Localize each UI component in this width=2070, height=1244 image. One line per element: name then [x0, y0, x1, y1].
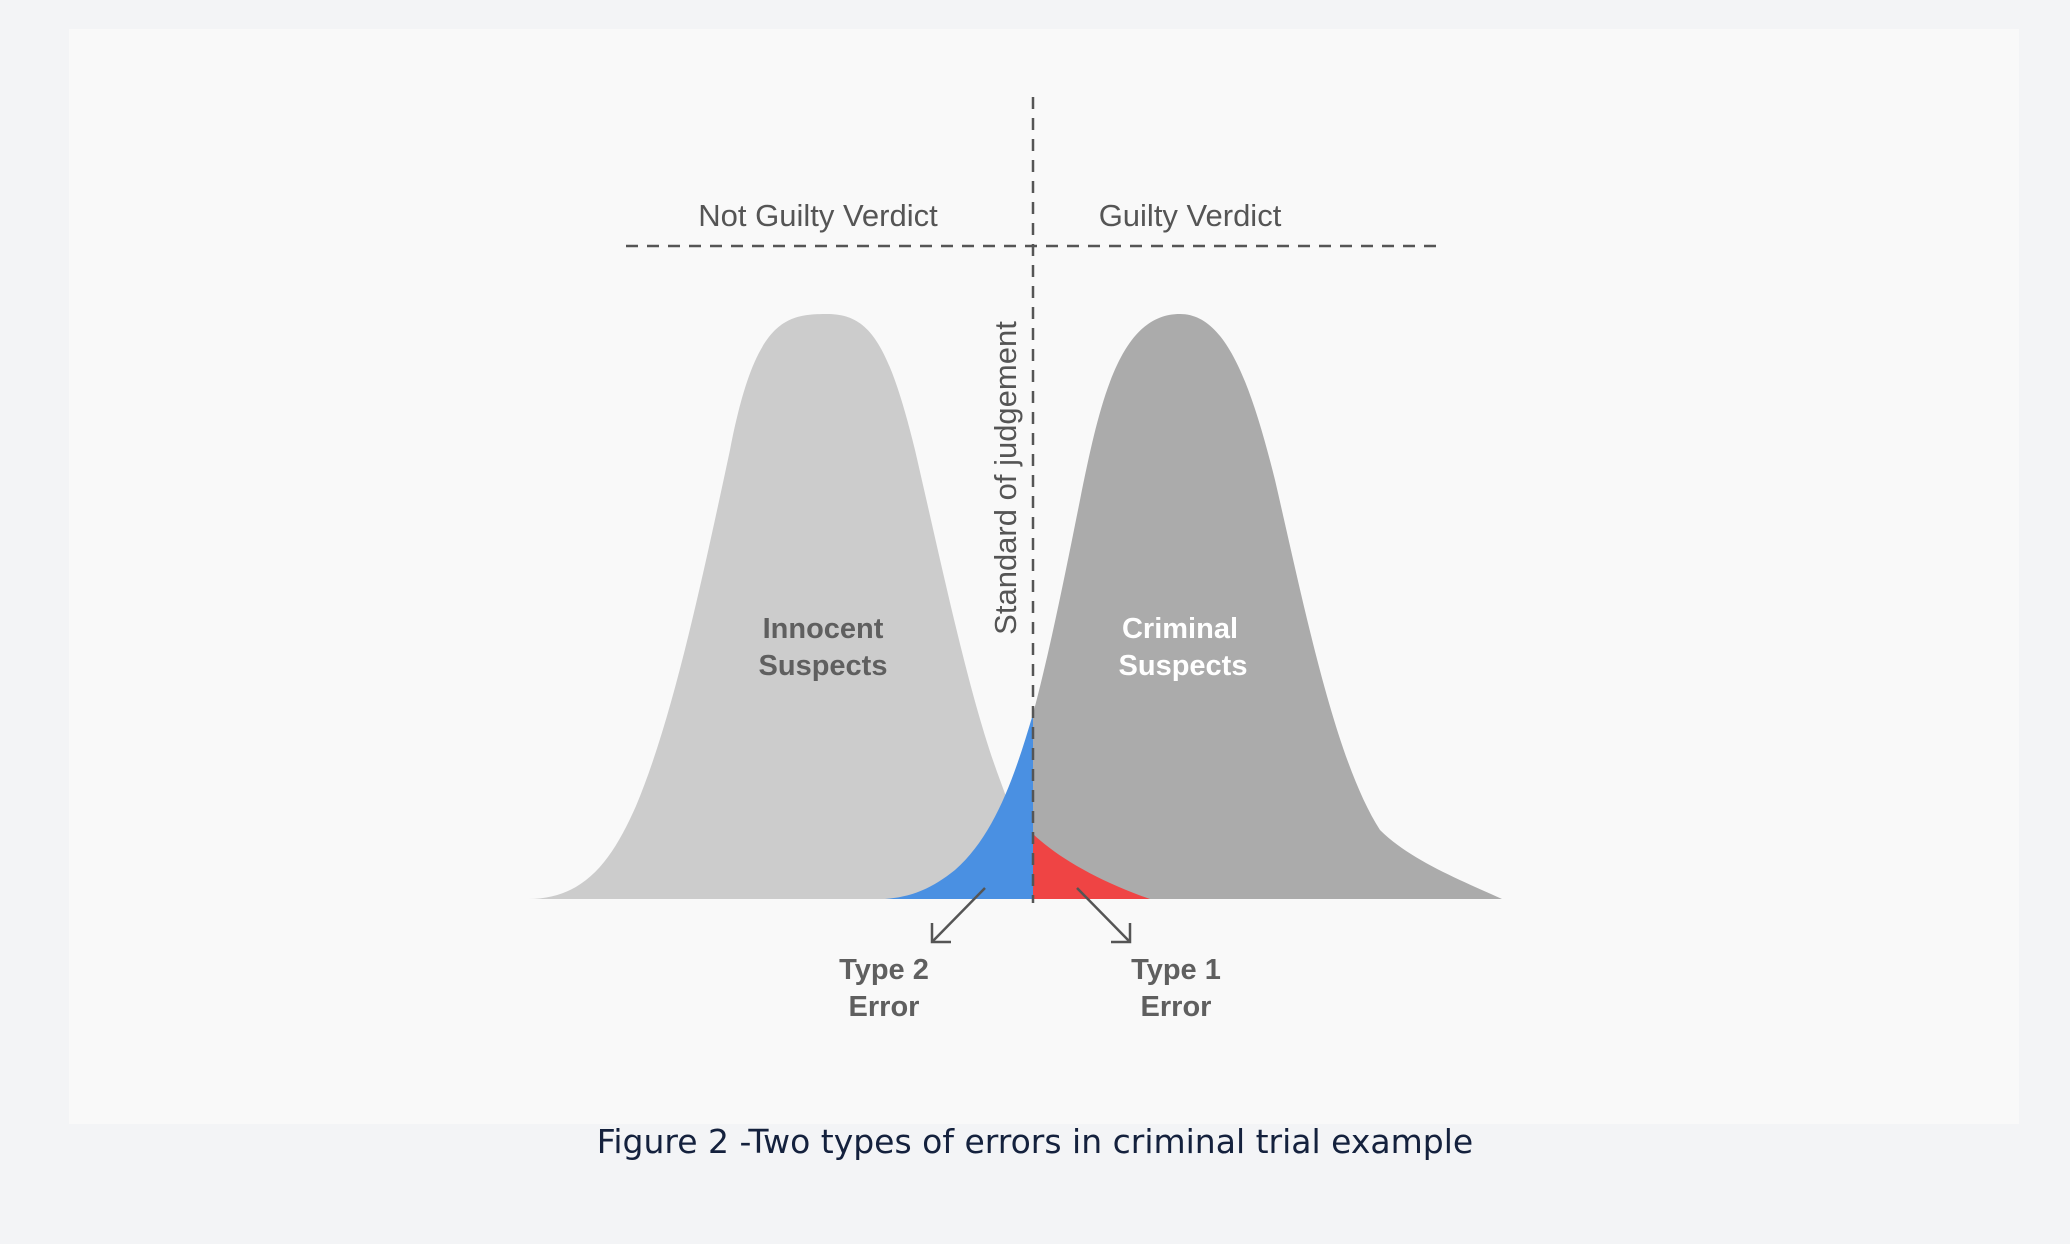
type1-arrow: [1076, 887, 1132, 944]
guilty-verdict-label: Guilty Verdict: [1099, 198, 1282, 233]
type2-error-label-line2: Error: [849, 991, 920, 1023]
figure-caption: Figure 2 -Two types of errors in crimina…: [596, 1122, 1474, 1161]
innocent-suspects-label-line2: Suspects: [759, 650, 888, 682]
figure-panel: [69, 29, 2019, 1124]
type2-arrow: [930, 887, 986, 944]
type1-error-area: [1033, 834, 1150, 899]
type2-error-area: [885, 714, 1033, 899]
not-guilty-verdict-label: Not Guilty Verdict: [698, 198, 938, 233]
type1-error-label-line2: Error: [1141, 991, 1212, 1023]
standard-of-judgement-label: Standard of judgement: [988, 321, 1023, 635]
error-types-diagram: Not Guilty Verdict Guilty Verdict Standa…: [528, 97, 1502, 1023]
criminal-suspects-label-line1: Criminal: [1122, 613, 1238, 645]
type1-error-label-line1: Type 1: [1131, 954, 1221, 986]
innocent-distribution-curve: [528, 314, 1070, 899]
criminal-suspects-label-line2: Suspects: [1119, 650, 1248, 682]
type2-error-label-line1: Type 2: [839, 954, 929, 986]
criminal-distribution-curve: [1033, 314, 1502, 899]
innocent-suspects-label-line1: Innocent: [763, 613, 884, 645]
